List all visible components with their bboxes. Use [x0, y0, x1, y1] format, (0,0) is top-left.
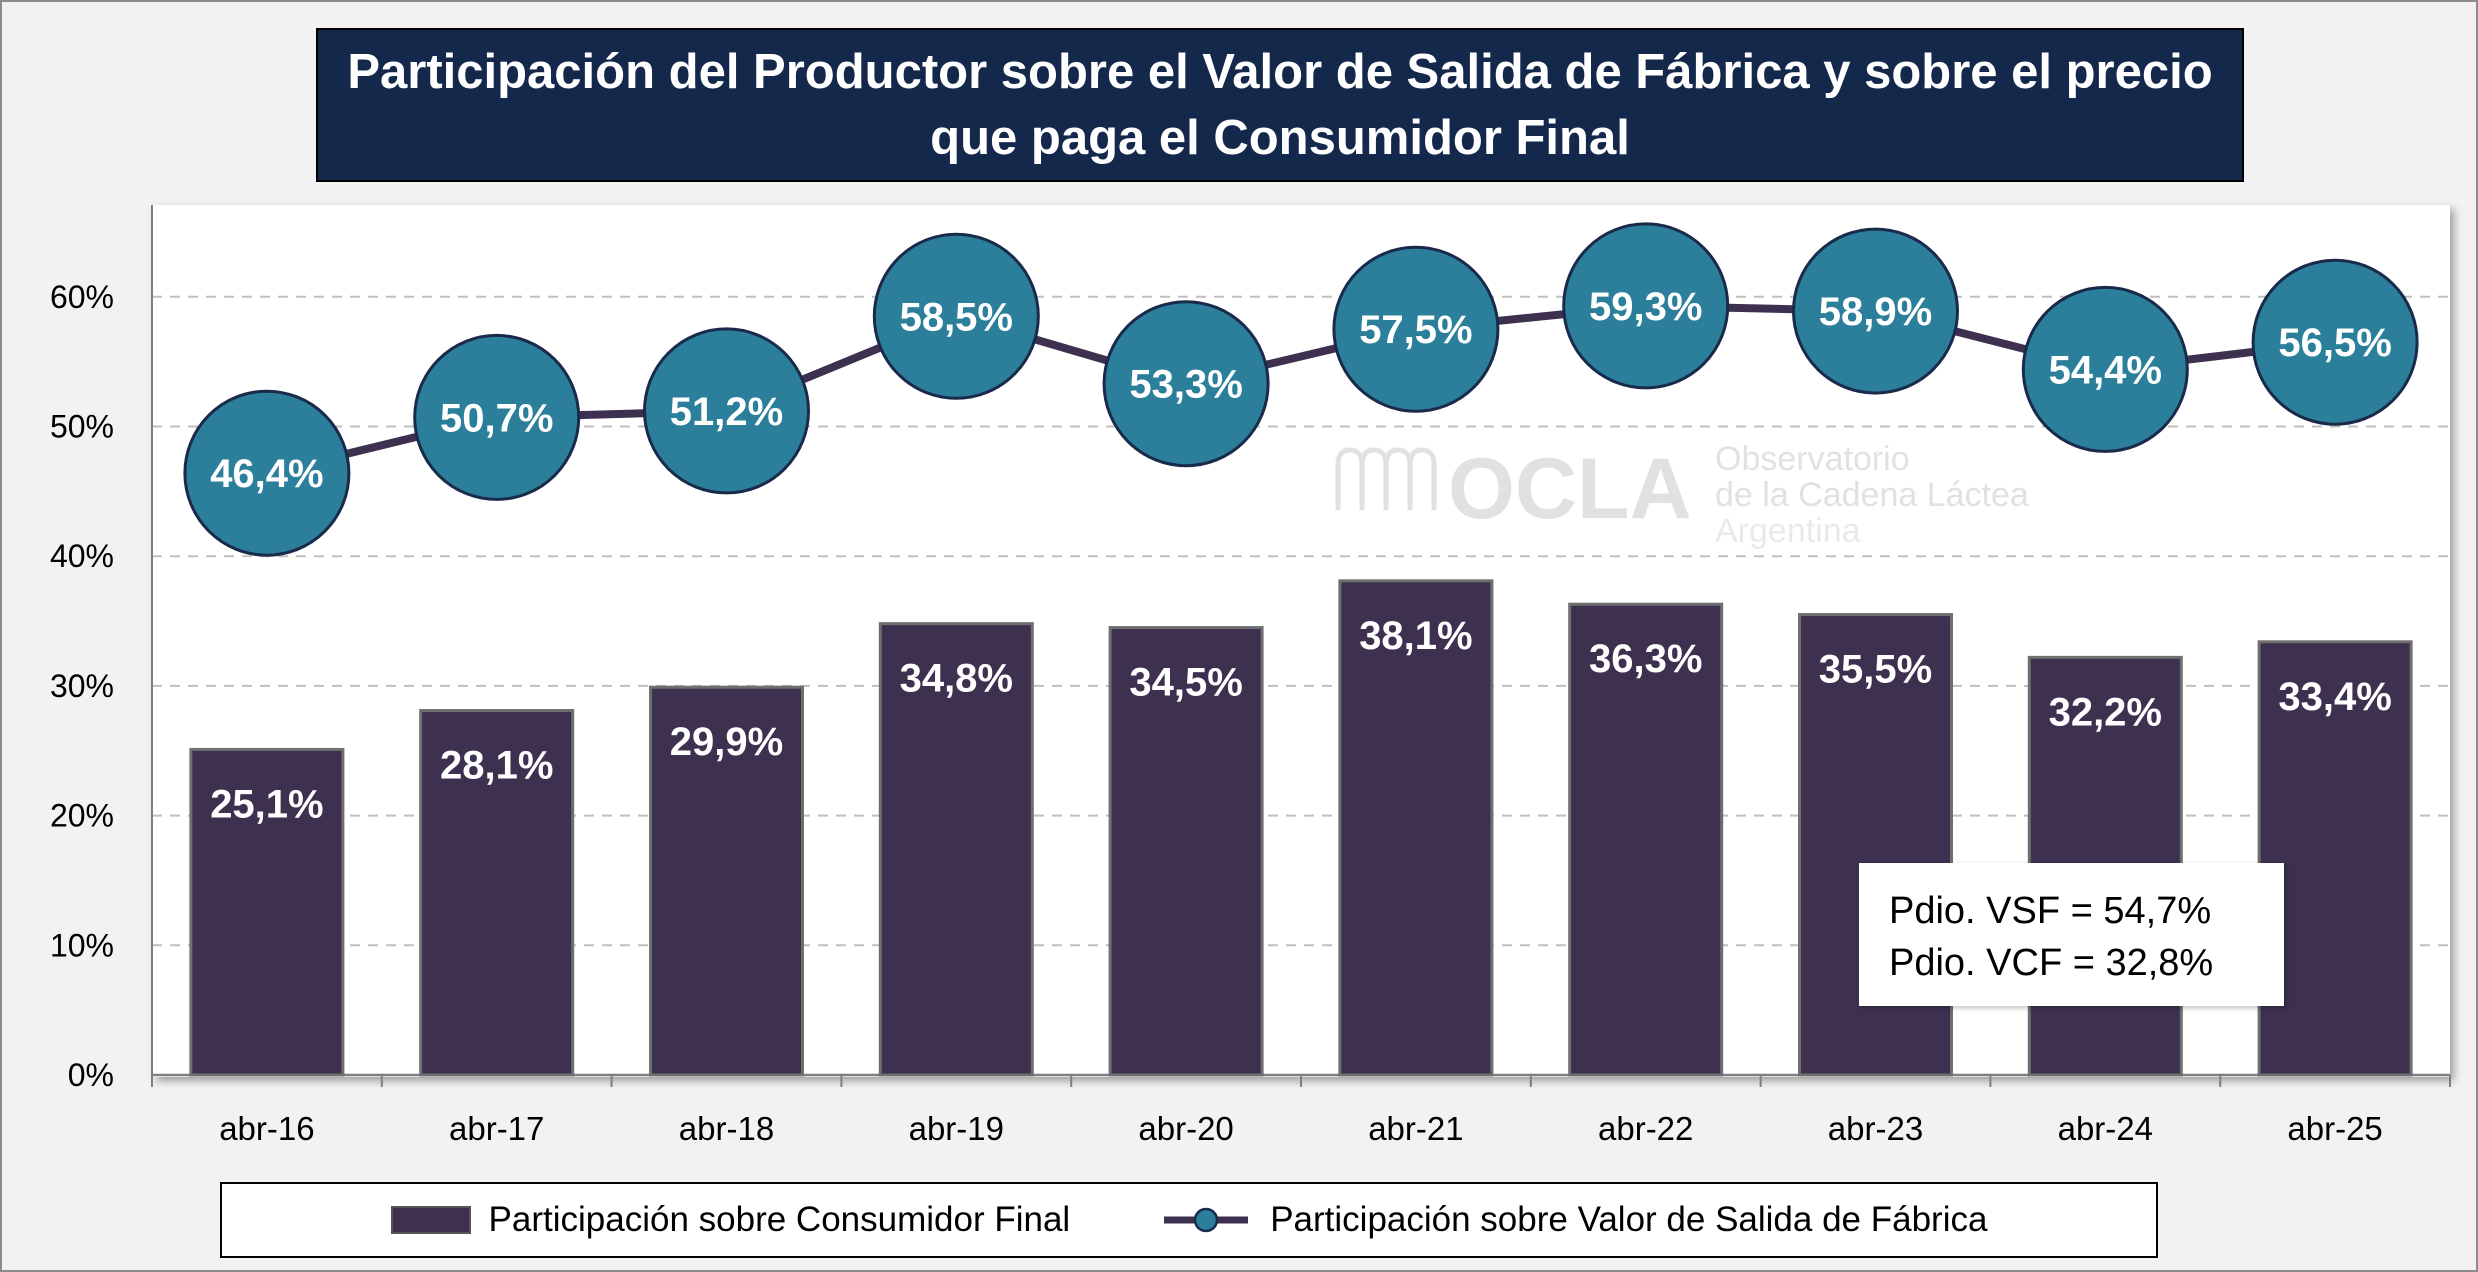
x-tick-label: abr-24	[2058, 1110, 2153, 1147]
chart-title-box: Participación del Productor sobre el Val…	[316, 28, 2244, 182]
legend-item-bar: Participación sobre Consumidor Final	[390, 1200, 1071, 1240]
bar-data-label: 36,3%	[1589, 637, 1702, 681]
y-tick-label: 0%	[68, 1057, 114, 1093]
bar-data-label: 25,1%	[210, 782, 323, 826]
point-data-label: 59,3%	[1589, 285, 1702, 329]
point-data-label: 58,5%	[900, 295, 1013, 339]
x-tick-label: abr-16	[219, 1110, 314, 1147]
legend-bar-label: Participación sobre Consumidor Final	[488, 1200, 1071, 1239]
chart-svg: 0% 10% 20% 30% 40% 50% 60% 25,1% 28,1% 29,9% 34,8%…	[50, 205, 2451, 1147]
ocla-watermark: OCLA Observatorio de la Cadena Láctea Ar…	[1335, 440, 2029, 550]
bar	[419, 709, 575, 1077]
x-tick-label: abr-19	[909, 1110, 1004, 1147]
line-series	[265, 301, 2336, 478]
watermark-line-1: Observatorio	[1715, 440, 1910, 478]
y-tick-label: 60%	[50, 279, 114, 315]
y-tick-label: 40%	[50, 538, 114, 574]
average-vsf: Pdio. VSF = 54,7%	[1889, 890, 2212, 932]
x-tick-label: abr-21	[1368, 1110, 1463, 1147]
y-tick-label: 20%	[50, 798, 114, 834]
average-vcf: Pdio. VCF = 32,8%	[1889, 942, 2214, 984]
watermark-line-2: de la Cadena Láctea	[1715, 476, 2029, 514]
line-point	[1332, 245, 1500, 413]
legend-line-swatch	[1164, 1207, 1249, 1233]
bar-data-label: 33,4%	[2278, 675, 2391, 719]
x-tick-label: abr-17	[449, 1110, 544, 1147]
watermark-brand: OCLA	[1448, 441, 1692, 537]
point-data-label: 50,7%	[440, 396, 553, 440]
bar-data-label: 28,1%	[440, 744, 553, 788]
line-point	[413, 333, 581, 501]
line-point	[183, 389, 351, 557]
point-data-label: 56,5%	[2278, 321, 2391, 365]
y-tick-label: 30%	[50, 668, 114, 704]
bar-data-label: 32,2%	[2049, 690, 2162, 734]
point-data-label: 46,4%	[210, 452, 323, 496]
x-tick-label: abr-23	[1828, 1110, 1923, 1147]
bar	[1338, 579, 1494, 1077]
point-data-label: 57,5%	[1359, 308, 1472, 352]
bar	[878, 622, 1034, 1077]
x-tick-label: abr-20	[1138, 1110, 1233, 1147]
line-point	[872, 232, 1040, 400]
bar	[649, 685, 804, 1077]
legend-item-line: Participación sobre Valor de Salida de F…	[1160, 1200, 1987, 1240]
point-data-label: 51,2%	[670, 390, 783, 434]
line-point	[1102, 300, 1270, 468]
point-data-label: 53,3%	[1129, 363, 1242, 407]
y-tick-label: 50%	[50, 409, 114, 445]
line-point	[2021, 285, 2189, 453]
line-point	[2251, 258, 2419, 426]
x-tick-label: abr-25	[2287, 1110, 2382, 1147]
bar	[189, 747, 345, 1077]
bar	[2257, 640, 2413, 1077]
line-point	[1562, 222, 1730, 390]
x-tick-label: abr-22	[1598, 1110, 1693, 1147]
point-data-label: 58,9%	[1819, 290, 1932, 334]
chart-title: Participación del Productor sobre el Val…	[347, 45, 2213, 165]
ocla-logo-icon	[1335, 447, 1437, 510]
legend: Participación sobre Consumidor Final Par…	[220, 1182, 2158, 1258]
point-data-label: 54,4%	[2049, 348, 2162, 392]
x-tick-label: abr-18	[679, 1110, 774, 1147]
bar-data-label: 34,5%	[1129, 661, 1242, 705]
line-point	[643, 327, 810, 495]
bar-data-label: 38,1%	[1359, 614, 1472, 658]
legend-bar-swatch	[390, 1206, 471, 1234]
bar-data-label: 29,9%	[670, 720, 783, 764]
average-stats-box: Pdio. VSF = 54,7% Pdio. VCF = 32,8%	[1859, 863, 2284, 1006]
bar-data-label: 34,8%	[900, 657, 1013, 701]
line-point	[1792, 227, 1959, 395]
y-tick-label: 10%	[50, 927, 114, 963]
watermark-line-3: Argentina	[1715, 512, 1861, 550]
bar-data-label: 35,5%	[1819, 648, 1932, 692]
bar	[1568, 602, 1724, 1077]
bar	[1108, 626, 1264, 1077]
legend-line-label: Participación sobre Valor de Salida de F…	[1270, 1200, 1988, 1239]
